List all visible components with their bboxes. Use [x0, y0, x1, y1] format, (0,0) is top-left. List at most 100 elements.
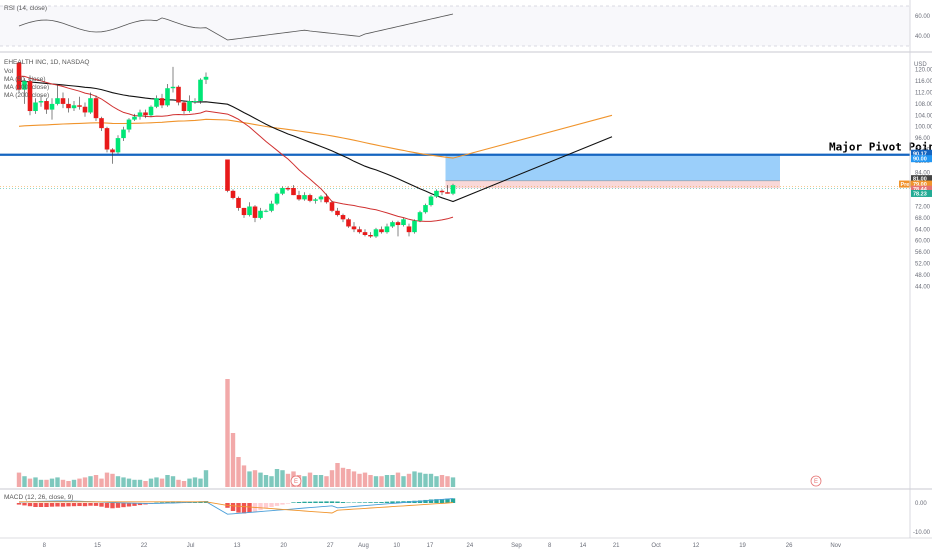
macd-histogram-bar: [242, 503, 246, 513]
macd-histogram-bar: [72, 503, 76, 506]
price-tick-label: 52.00: [915, 262, 931, 268]
candle-body: [401, 219, 406, 225]
macd-histogram-bar: [55, 503, 59, 507]
price-tick-label: 104.00: [915, 113, 932, 119]
volume-bar: [302, 476, 306, 487]
volume-bar: [390, 475, 394, 487]
candle-body: [72, 105, 77, 108]
macd-histogram-bar: [379, 502, 383, 503]
volume-bar: [363, 473, 367, 487]
volume-bar: [66, 481, 70, 487]
volume-bar: [445, 476, 449, 487]
volume-bar: [286, 474, 290, 487]
volume-bar: [242, 465, 246, 487]
volume-bar: [132, 480, 136, 487]
candle-body: [396, 222, 401, 225]
candle-body: [143, 112, 148, 115]
candle-body: [379, 229, 384, 232]
price-tick-label: 72.00: [915, 205, 931, 211]
candle-body: [423, 205, 428, 212]
volume-bar: [22, 476, 26, 487]
volume-bar: [160, 479, 164, 487]
date-tick-label: 13: [234, 543, 241, 549]
macd-histogram-bar: [308, 502, 312, 503]
macd-histogram-bar: [280, 503, 284, 505]
candle-body: [346, 219, 351, 226]
macd-histogram-bar: [50, 503, 54, 507]
volume-bar: [138, 480, 142, 487]
volume-bar: [61, 480, 65, 487]
volume-bar: [319, 475, 323, 487]
price-tick-label: 44.00: [915, 284, 931, 290]
macd-histogram-bar: [297, 502, 301, 503]
macd-histogram-bar: [110, 503, 114, 508]
macd-histogram-bar: [99, 503, 103, 507]
candle-body: [275, 194, 280, 204]
legend-ma200: MA (200, close): [4, 92, 49, 99]
volume-bar: [264, 475, 268, 487]
macd-histogram-bar: [363, 502, 367, 503]
candle-body: [390, 222, 395, 226]
long-position-target-zone[interactable]: [446, 155, 781, 181]
price-badge-text: 78.23: [913, 191, 927, 197]
candle-body: [94, 98, 99, 118]
volume-bar: [253, 470, 257, 487]
macd-histogram-bar: [83, 503, 87, 506]
price-tick-label: 120.00: [915, 68, 932, 74]
macd-pane: MACD (12, 26, close, 9) 0.00-10.00: [4, 494, 931, 536]
price-tick-label: 108.00: [915, 102, 932, 108]
macd-histogram-bar: [94, 503, 98, 506]
volume-bar: [357, 474, 361, 487]
candle-body: [291, 188, 296, 195]
macd-histogram-bar: [374, 502, 378, 503]
volume-bar: [187, 479, 191, 487]
volume-bar: [204, 470, 208, 487]
candle-body: [374, 229, 379, 236]
date-tick-label: 14: [580, 543, 587, 549]
volume-bar: [280, 470, 284, 487]
macd-histogram-bar: [368, 502, 372, 503]
volume-bar: [429, 474, 433, 487]
macd-histogram-bar: [231, 503, 235, 511]
pre-market-tag-text: Pre: [901, 182, 910, 188]
candle-body: [193, 101, 198, 102]
volume-bar: [275, 469, 279, 487]
candle-body: [105, 128, 110, 149]
macd-histogram-bar: [61, 503, 65, 507]
macd-histogram-bar: [17, 503, 21, 505]
macd-title: MACD (12, 26, close, 9): [4, 494, 73, 501]
candle-body: [352, 226, 357, 229]
candle-body: [61, 98, 66, 104]
macd-tick-label: 0.00: [915, 501, 927, 507]
candle-body: [50, 104, 55, 110]
volume-bar: [341, 468, 345, 487]
candle-body: [368, 235, 373, 236]
volume-bar: [105, 473, 109, 487]
candle-body: [308, 195, 313, 201]
legend-vol: Vol: [4, 68, 14, 75]
candle-body: [44, 101, 49, 110]
volume-bar: [247, 471, 251, 487]
candle-body: [160, 98, 165, 105]
volume-bar: [313, 475, 317, 487]
volume-bar: [423, 474, 427, 487]
macd-histogram-bar: [28, 503, 32, 506]
volume-bar: [412, 471, 416, 487]
candle-body: [412, 221, 417, 232]
macd-histogram-bar: [247, 503, 251, 513]
candle-body: [385, 226, 390, 232]
candle-body: [253, 207, 258, 218]
macd-histogram-bar: [335, 502, 339, 503]
date-tick-label: 10: [393, 543, 400, 549]
price-tick-label: 116.00: [915, 79, 932, 85]
candle-body: [176, 87, 181, 103]
volume-bar: [198, 479, 202, 487]
macd-histogram-bar: [105, 503, 109, 508]
macd-histogram-bar: [385, 502, 389, 503]
candle-body: [149, 107, 154, 116]
candle-body: [55, 98, 60, 104]
macd-histogram-bar: [319, 502, 323, 503]
price-badge-text: 90.00: [913, 157, 927, 163]
volume-bar: [110, 474, 114, 487]
